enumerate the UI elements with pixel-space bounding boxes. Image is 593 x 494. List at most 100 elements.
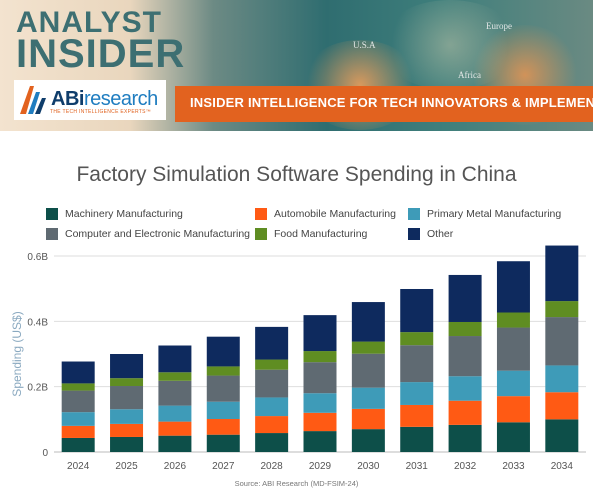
bar-segment — [351, 302, 385, 342]
legend-label: Machinery Manufacturing — [65, 208, 183, 220]
legend-item[interactable]: Automobile Manufacturing — [255, 207, 396, 221]
y-tick-label: 0.2B — [27, 383, 48, 394]
bar-segment — [61, 361, 95, 384]
abi-logo-mark-icon — [20, 86, 46, 114]
bar-segment — [496, 396, 530, 423]
x-tick-label: 2029 — [309, 461, 332, 472]
brand-wordmark-line2: INSIDER — [16, 32, 186, 76]
bar-segment — [206, 336, 240, 367]
bar-segment — [303, 351, 337, 363]
legend-item[interactable]: Food Manufacturing — [255, 227, 367, 241]
bar-segment — [545, 392, 579, 420]
chart-title: Factory Simulation Software Spending in … — [76, 163, 517, 186]
map-label-usa: U.S.A — [353, 40, 376, 50]
x-tick-label: 2031 — [406, 461, 429, 472]
logo-tagline: THE TECH INTELLIGENCE EXPERTS™ — [50, 109, 152, 115]
bar-segment — [206, 401, 240, 420]
bar-segment — [206, 366, 240, 376]
bar-segment — [61, 437, 95, 452]
x-tick-label: 2027 — [212, 461, 235, 472]
bar-segment — [545, 365, 579, 393]
y-tick-label: 0 — [42, 448, 48, 459]
x-tick-label: 2032 — [454, 461, 477, 472]
chart-source: Source: ABI Research (MD-FSIM-24) — [234, 479, 359, 488]
bar-segment — [496, 422, 530, 452]
bar-segment — [400, 288, 434, 333]
legend-item[interactable]: Other — [408, 227, 453, 241]
banner-glow — [380, 0, 520, 90]
bar-segment — [400, 332, 434, 346]
bar-segment — [61, 425, 95, 438]
legend-label: Automobile Manufacturing — [274, 208, 396, 220]
bar-segment — [400, 426, 434, 452]
bar-segment — [496, 327, 530, 371]
legend-swatch — [408, 228, 420, 240]
legend-label: Primary Metal Manufacturing — [427, 208, 562, 220]
legend-swatch — [46, 208, 58, 220]
bar-segment — [448, 274, 482, 322]
x-tick-label: 2025 — [115, 461, 138, 472]
legend-item[interactable]: Primary Metal Manufacturing — [408, 207, 561, 221]
x-tick-label: 2030 — [357, 461, 380, 472]
map-label-africa: Africa — [458, 70, 481, 80]
bar-segment — [255, 416, 289, 434]
bar-segment — [351, 429, 385, 452]
bar-segment — [158, 372, 192, 381]
bar-segment — [61, 383, 95, 391]
bar-segment — [158, 421, 192, 436]
bar-segment — [545, 245, 579, 302]
bar-segment — [351, 408, 385, 430]
legend-item[interactable]: Computer and Electronic Manufacturing — [46, 227, 250, 241]
bar-segment — [206, 375, 240, 402]
brand-wordmark-line1: ANALYST — [16, 6, 162, 39]
legend-label: Other — [427, 228, 454, 240]
bar-segment — [255, 326, 289, 360]
logo-name-ab: ABi — [51, 88, 84, 110]
bar-segment — [303, 393, 337, 413]
y-tick-label: 0.6B — [27, 252, 48, 263]
legend-label: Food Manufacturing — [274, 228, 368, 240]
logo-name: ABiresearch — [51, 88, 158, 111]
x-tick-label: 2034 — [551, 461, 574, 472]
bar-segment — [110, 386, 144, 410]
logo-name-rest: research — [83, 88, 158, 110]
bar-segment — [496, 261, 530, 313]
bar-segment — [351, 387, 385, 409]
bar-segment — [400, 345, 434, 383]
bar-segment — [303, 412, 337, 432]
bar-segment — [255, 359, 289, 370]
bar-segment — [545, 419, 579, 452]
legend-item[interactable]: Machinery Manufacturing — [46, 207, 183, 221]
bar-segment — [303, 362, 337, 394]
bar-segment — [255, 369, 289, 398]
bar-segment — [351, 353, 385, 388]
bar-segment — [400, 382, 434, 405]
bar-segment — [351, 341, 385, 354]
legend-swatch — [408, 208, 420, 220]
abi-research-logo[interactable]: ABiresearch THE TECH INTELLIGENCE EXPERT… — [14, 80, 166, 120]
bar-segment — [158, 345, 192, 373]
tagline-text: INSIDER INTELLIGENCE FOR TECH INNOVATORS… — [190, 95, 593, 110]
bar-segment — [110, 409, 144, 424]
bar-segment — [110, 423, 144, 437]
bar-segment — [400, 404, 434, 427]
x-tick-label: 2024 — [67, 461, 90, 472]
bar-segment — [255, 397, 289, 417]
bar-segment — [448, 336, 482, 377]
bar-segment — [545, 301, 579, 318]
bar-segment — [448, 321, 482, 337]
bar-segment — [448, 400, 482, 425]
bar-segment — [496, 312, 530, 328]
bar-segment — [303, 431, 337, 452]
map-label-europe: Europe — [486, 21, 512, 31]
bar-segment — [110, 378, 144, 387]
x-tick-label: 2026 — [164, 461, 187, 472]
header-banner: U.S.A Europe Africa ANALYST INSIDER ABir… — [0, 0, 593, 131]
bar-segment — [448, 424, 482, 452]
legend-swatch — [255, 208, 267, 220]
bar-segment — [303, 315, 337, 352]
bar-segment — [496, 370, 530, 397]
bar-segment — [545, 317, 579, 366]
bar-segment — [61, 412, 95, 426]
